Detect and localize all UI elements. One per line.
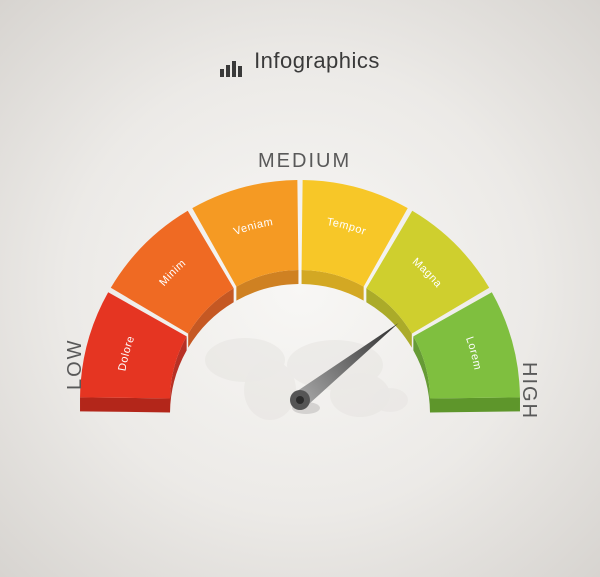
title-text: Infographics	[254, 48, 380, 73]
bars-icon	[220, 51, 244, 77]
gauge: DoloreMinimVeniamTemporMagnaLorem LOW MED…	[0, 120, 600, 520]
gauge-pivot-inner	[296, 396, 304, 404]
page-title: Infographics	[0, 48, 600, 77]
gauge-endcap	[430, 397, 520, 412]
gauge-axis-label: HIGH	[517, 362, 540, 420]
gauge-endcap	[80, 397, 170, 412]
gauge-axis-label: MEDIUM	[258, 150, 351, 173]
gauge-axis-label: LOW	[64, 338, 87, 390]
page: Infographics DoloreMinimVeniamTemporMagn…	[0, 0, 600, 577]
gauge-svg: DoloreMinimVeniamTemporMagnaLorem	[0, 120, 600, 520]
